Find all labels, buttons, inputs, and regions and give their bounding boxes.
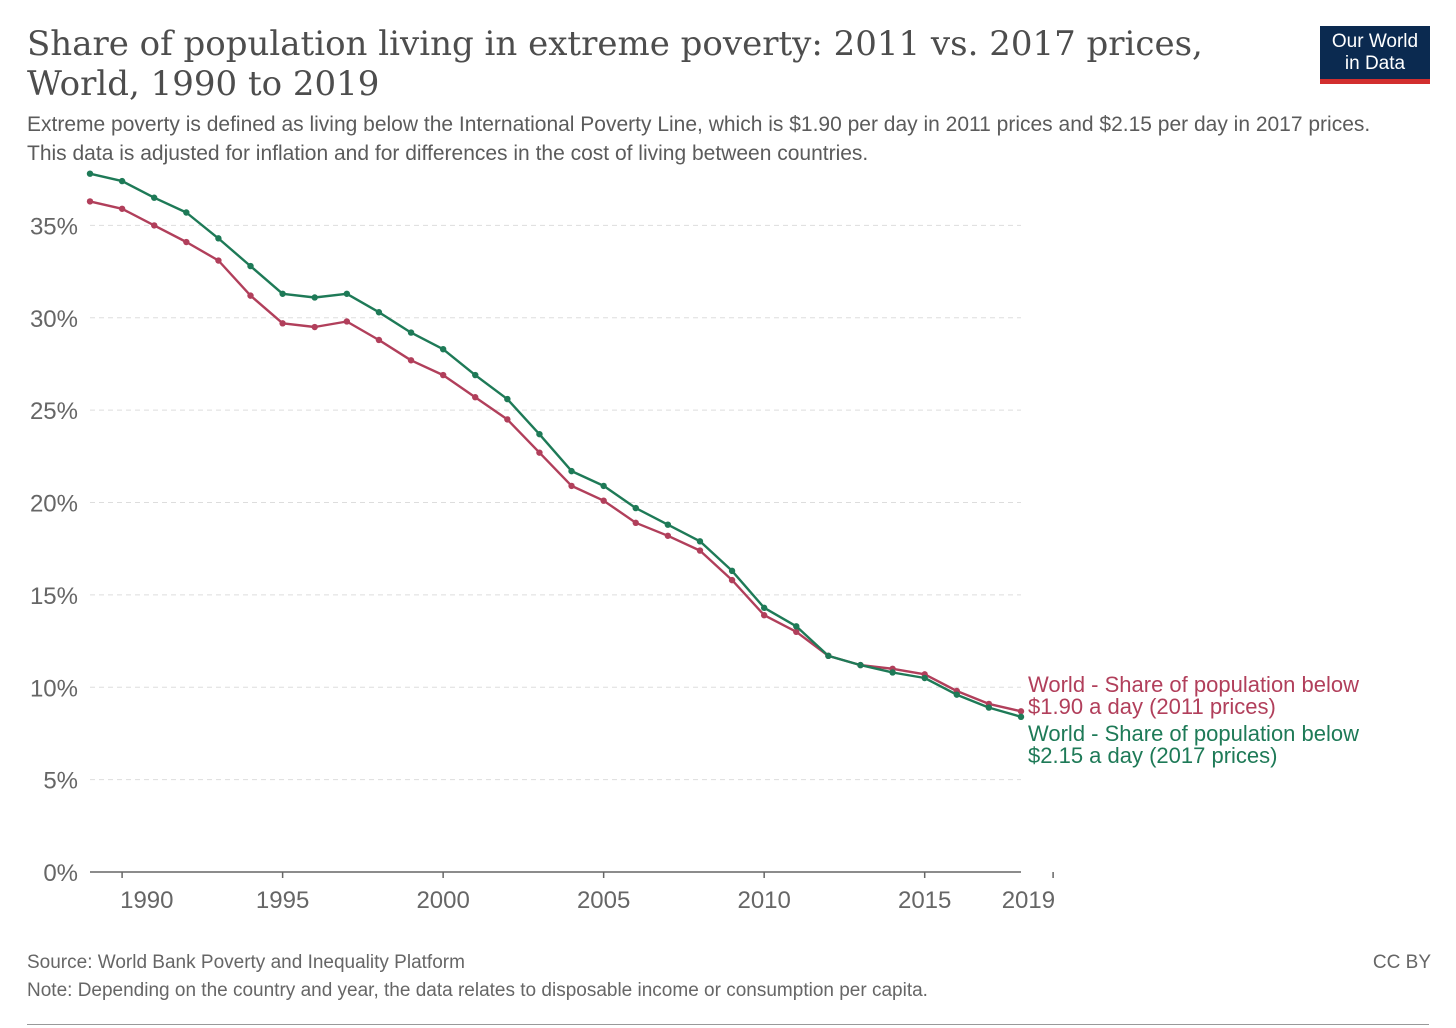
series-line-2011-prices bbox=[89, 200, 1022, 713]
data-point bbox=[793, 623, 800, 630]
data-note: Note: Depending on the country and year,… bbox=[27, 980, 928, 1001]
y-tick-label: 5% bbox=[43, 768, 78, 795]
data-point bbox=[889, 669, 896, 676]
chart-title: Share of population living in extreme po… bbox=[27, 24, 1203, 104]
data-point bbox=[439, 345, 447, 353]
data-point bbox=[632, 504, 639, 512]
y-tick-label: 0% bbox=[43, 860, 78, 887]
x-tick-label: 2015 bbox=[898, 887, 951, 914]
data-point bbox=[953, 691, 960, 698]
data-point bbox=[472, 371, 479, 379]
data-point bbox=[760, 604, 768, 612]
data-point bbox=[215, 257, 222, 264]
y-tick-label: 25% bbox=[30, 398, 78, 425]
data-point bbox=[151, 222, 158, 229]
data-point bbox=[407, 329, 415, 336]
data-point bbox=[215, 235, 222, 242]
data-point bbox=[439, 371, 447, 379]
data-point bbox=[279, 320, 286, 327]
y-tick-label: 35% bbox=[30, 213, 78, 240]
data-point bbox=[151, 194, 158, 201]
series-label: World - Share of population below bbox=[1028, 721, 1359, 746]
logo-line-1: Our World bbox=[1331, 31, 1419, 52]
data-point bbox=[343, 318, 351, 325]
data-point bbox=[985, 704, 993, 711]
data-point bbox=[118, 205, 126, 212]
data-point bbox=[1017, 713, 1025, 721]
data-point bbox=[1017, 708, 1025, 715]
data-point bbox=[311, 323, 318, 331]
data-point bbox=[86, 170, 94, 177]
y-tick-label: 15% bbox=[30, 583, 78, 610]
data-point bbox=[183, 209, 190, 216]
data-point bbox=[696, 538, 704, 545]
data-point bbox=[664, 521, 672, 528]
data-point bbox=[504, 416, 511, 423]
series-label: $1.90 a day (2011 prices) bbox=[1028, 694, 1276, 719]
data-point bbox=[793, 628, 800, 636]
data-point bbox=[825, 652, 832, 660]
y-tick-label: 20% bbox=[30, 491, 78, 518]
data-point bbox=[504, 395, 511, 403]
series-label: World - Share of population below bbox=[1028, 672, 1359, 697]
x-tick-label: 1990 bbox=[120, 887, 173, 914]
series-line-2017-prices bbox=[89, 172, 1022, 718]
data-point bbox=[375, 336, 383, 344]
logo-line-2: in Data bbox=[1344, 53, 1406, 74]
data-point bbox=[728, 567, 736, 575]
data-point bbox=[536, 449, 543, 456]
chart-subtitle: Extreme poverty is defined as living bel… bbox=[27, 113, 1371, 165]
series-label: $2.15 a day (2017 prices) bbox=[1028, 743, 1278, 768]
data-point bbox=[921, 674, 928, 682]
data-point bbox=[857, 661, 864, 669]
data-point bbox=[728, 576, 736, 584]
owid-logo[interactable]: Our World in Data bbox=[1320, 26, 1430, 84]
data-point bbox=[536, 430, 543, 438]
data-point bbox=[183, 238, 190, 246]
footer-divider bbox=[27, 1024, 1429, 1025]
y-tick-label: 10% bbox=[30, 675, 78, 702]
line-chart: 0% 5% 10% 15% 20% 25% 30% 35% 1990 1995 2000 2005 20… bbox=[30, 170, 1359, 914]
data-point bbox=[247, 262, 254, 270]
data-point bbox=[279, 290, 286, 297]
data-point bbox=[472, 394, 479, 401]
data-point bbox=[375, 309, 383, 316]
data-point bbox=[118, 177, 126, 185]
x-tick-label: 2010 bbox=[737, 887, 790, 914]
source-note: Source: World Bank Poverty and Inequalit… bbox=[27, 952, 465, 973]
data-point bbox=[568, 467, 575, 475]
data-point bbox=[600, 482, 607, 490]
data-point bbox=[86, 198, 94, 205]
x-tick-label: 2000 bbox=[416, 887, 469, 914]
data-point bbox=[760, 612, 768, 619]
data-point bbox=[632, 519, 639, 527]
data-point bbox=[343, 290, 351, 297]
y-tick-label: 30% bbox=[30, 306, 78, 333]
license-link[interactable]: CC BY bbox=[1372, 952, 1431, 973]
data-point bbox=[311, 294, 318, 301]
data-point bbox=[664, 532, 672, 539]
data-point bbox=[407, 357, 415, 364]
data-point bbox=[600, 497, 607, 504]
data-point bbox=[568, 482, 575, 490]
data-point bbox=[696, 547, 704, 554]
x-tick-label: 2019 bbox=[1002, 887, 1055, 914]
x-tick-label: 2005 bbox=[577, 887, 630, 914]
x-tick-label: 1995 bbox=[256, 887, 309, 914]
data-point bbox=[247, 292, 254, 299]
